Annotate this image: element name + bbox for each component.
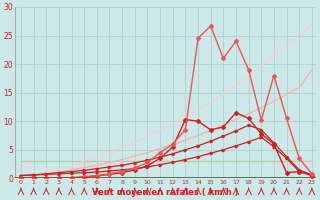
X-axis label: Vent moyen/en rafales ( km/h ): Vent moyen/en rafales ( km/h ): [92, 188, 238, 197]
